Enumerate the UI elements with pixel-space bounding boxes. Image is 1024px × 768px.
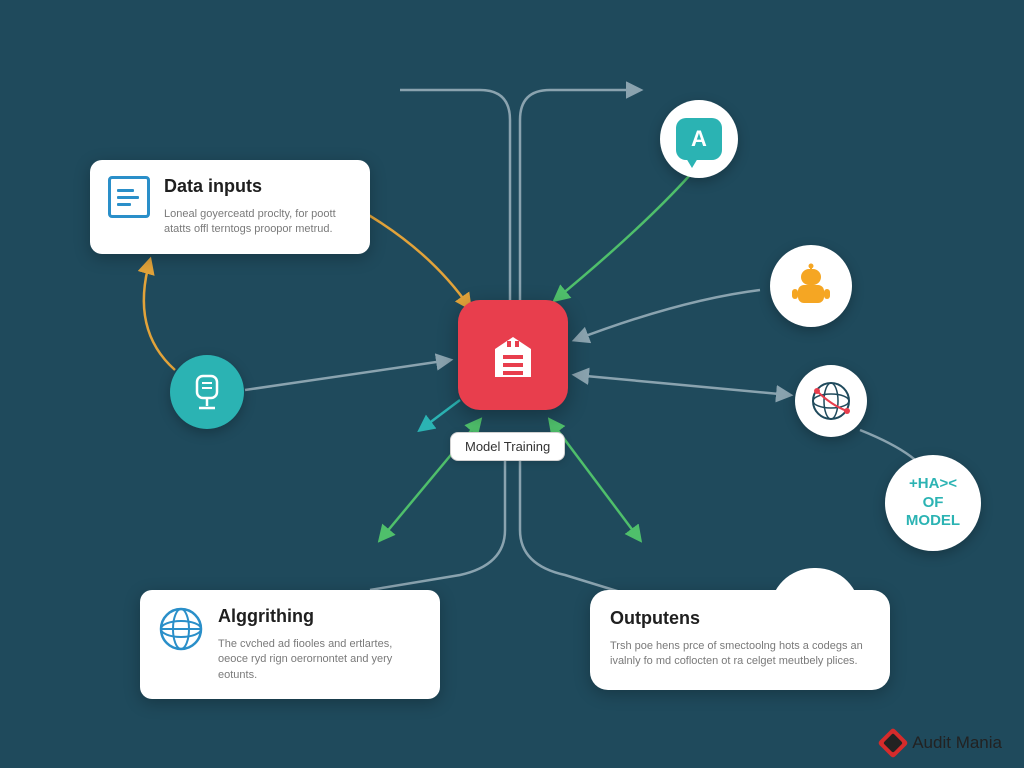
chat-letter: A [691, 126, 707, 152]
brand-name: Audit Mania [912, 733, 1002, 753]
globe-circle [795, 365, 867, 437]
center-tile [458, 300, 568, 410]
diagram-canvas: Data inputs Loneal goyerceatd proclty, f… [0, 0, 1024, 768]
globe-icon [158, 606, 204, 652]
card-desc: Trsh poe hens prce of smectoolng hots a … [610, 639, 870, 670]
card-data-inputs: Data inputs Loneal goyerceatd proclty, f… [90, 160, 370, 254]
card-desc: The cvched ad fiooles and ertlartes, oeo… [218, 637, 422, 683]
brand: Audit Mania [882, 732, 1002, 754]
brand-logo-icon [878, 727, 909, 758]
robot-circle [770, 245, 852, 327]
chat-circle: A [660, 100, 738, 178]
chat-icon: A [676, 118, 722, 160]
document-icon [108, 176, 150, 218]
server-circle [170, 355, 244, 429]
model-badge-text: +HA><OFMODEL [906, 475, 960, 531]
building-icon [483, 325, 543, 385]
robot-icon [786, 261, 836, 311]
card-outputs: Outputens Trsh poe hens prce of smectool… [590, 590, 890, 690]
card-desc: Loneal goyerceatd proclty, for poott ata… [164, 207, 352, 238]
card-title: Data inputs [164, 176, 352, 197]
center-label: Model Training [450, 432, 565, 461]
model-badge: +HA><OFMODEL [885, 455, 981, 551]
card-algorithm: Alggrithing The cvched ad fiooles and er… [140, 590, 440, 699]
card-title: Alggrithing [218, 606, 422, 627]
card-title: Outputens [610, 608, 870, 629]
server-icon [189, 372, 225, 412]
globe-net-icon [807, 377, 855, 425]
